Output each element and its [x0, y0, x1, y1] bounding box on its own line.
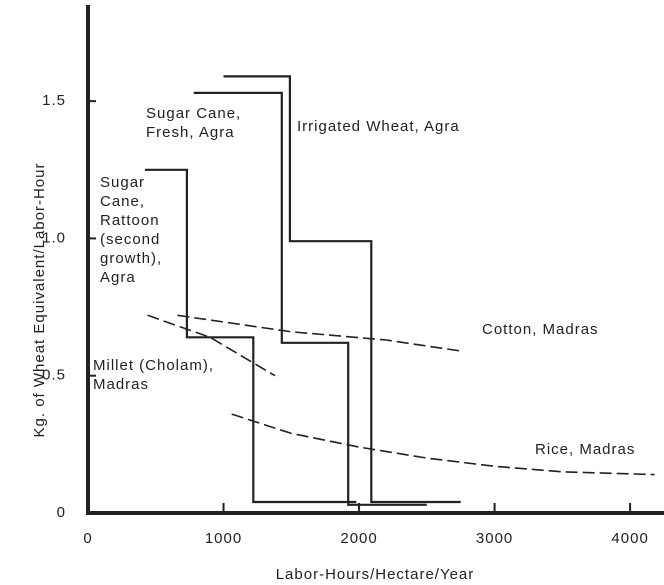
x-tick-label: 4000	[611, 530, 648, 547]
series-line	[193, 91, 427, 506]
x-tick-label: 1000	[205, 530, 242, 547]
series-line	[147, 314, 276, 377]
series-label: Rice, Madras	[535, 441, 636, 458]
series-line	[223, 75, 461, 504]
series-label: Millet (Cholam), Madras	[93, 357, 215, 393]
series-line	[177, 314, 461, 352]
series-label: Sugar Cane, Fresh, Agra	[146, 105, 242, 141]
y-tick-label: 1.5	[42, 92, 66, 109]
series-label: Irrigated Wheat, Agra	[297, 118, 460, 135]
series-label: Sugar Cane, Rattoon (second growth), Agr…	[100, 174, 163, 286]
series-label: Cotton, Madras	[482, 321, 599, 338]
x-axis-label: Labor-Hours/Hectare/Year	[276, 566, 475, 583]
y-tick-label: 0.5	[42, 367, 66, 384]
y-tick-label: 1.0	[42, 229, 66, 246]
y-axis-label: Kg. of Wheat Equivalent/Labor-Hour	[31, 163, 48, 438]
x-tick-label: 2000	[340, 530, 377, 547]
x-tick-label: 3000	[476, 530, 513, 547]
y-tick-label: 0	[57, 504, 66, 521]
x-tick-label: 0	[83, 530, 92, 547]
series-line	[231, 413, 655, 476]
series-line	[144, 168, 357, 504]
